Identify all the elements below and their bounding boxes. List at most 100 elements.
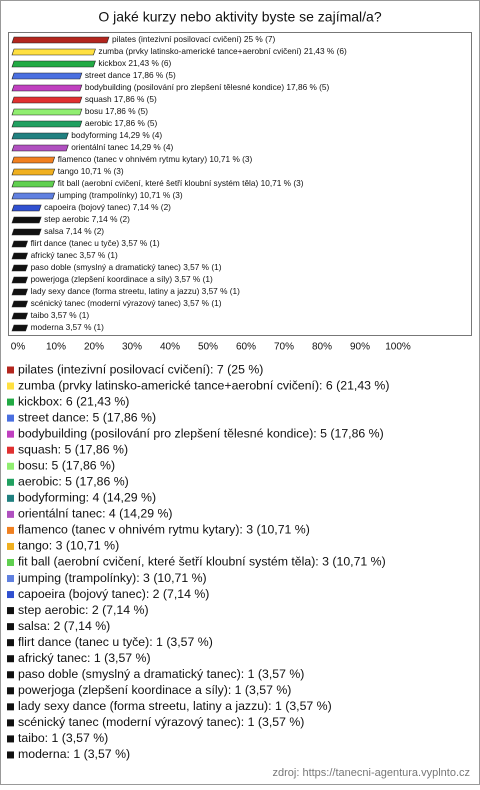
bar bbox=[11, 180, 56, 188]
legend-label: pilates (intezivní posilovací cvičení): … bbox=[18, 362, 263, 376]
data-label: flamenco (tanec v ohnivém rytmu kytary) … bbox=[58, 154, 253, 164]
legend-label: powerjoga (zlepšení koordinace a síly): … bbox=[18, 683, 291, 697]
legend-swatch bbox=[7, 478, 14, 486]
legend-swatch bbox=[7, 462, 14, 470]
legend-swatch bbox=[7, 430, 14, 438]
legend-label: kickbox: 6 (21,43 %) bbox=[18, 394, 129, 408]
legend-swatch bbox=[7, 510, 14, 518]
chart-title: O jaké kurzy nebo aktivity byste se zají… bbox=[98, 9, 381, 25]
x-tick-label: 0% bbox=[11, 342, 26, 353]
data-label: orientální tanec 14,29 % (4) bbox=[71, 142, 173, 152]
legend-label: moderna: 1 (3,57 %) bbox=[18, 747, 130, 761]
legend-label: flirt dance (tanec u tyče): 1 (3,57 %) bbox=[18, 635, 213, 649]
legend-label: lady sexy dance (forma streetu, latiny a… bbox=[18, 699, 332, 713]
data-label: lady sexy dance (forma streetu, latiny a… bbox=[31, 286, 241, 296]
legend-label: bosu: 5 (17,86 %) bbox=[18, 458, 115, 472]
data-label: aerobic 17,86 % (5) bbox=[85, 118, 158, 128]
legend-label: step aerobic: 2 (7,14 %) bbox=[18, 603, 149, 617]
legend-swatch bbox=[7, 639, 14, 647]
legend-label: capoeira (bojový tanec): 2 (7,14 %) bbox=[18, 587, 209, 601]
data-label: moderna 3,57 % (1) bbox=[31, 322, 105, 332]
bar bbox=[11, 204, 42, 212]
x-tick-label: 90% bbox=[350, 342, 370, 353]
x-tick-label: 60% bbox=[236, 342, 256, 353]
data-label: tango 10,71 % (3) bbox=[58, 166, 124, 176]
legend-label: bodyforming: 4 (14,29 %) bbox=[18, 491, 156, 505]
legend-label: tango: 3 (10,71 %) bbox=[18, 539, 119, 553]
x-tick-label: 70% bbox=[274, 342, 294, 353]
bar bbox=[11, 228, 42, 236]
legend-label: street dance: 5 (17,86 %) bbox=[18, 410, 156, 424]
data-label: paso doble (smyslný a dramatický tanec) … bbox=[31, 262, 222, 272]
bar bbox=[11, 240, 28, 248]
data-label: scénický tanec (moderní výrazový tanec) … bbox=[31, 298, 222, 308]
legend-swatch bbox=[7, 591, 14, 599]
bar bbox=[11, 168, 56, 176]
data-label: powerjoga (zlepšení koordinace a síly) 3… bbox=[31, 274, 213, 284]
data-label: kickbox 21,43 % (6) bbox=[98, 58, 171, 68]
data-label: bodyforming 14,29 % (4) bbox=[71, 130, 162, 140]
data-label: taibo 3,57 % (1) bbox=[31, 310, 90, 320]
data-label: zumba (prvky latinsko-americké tance+aer… bbox=[98, 46, 347, 56]
bar bbox=[11, 84, 83, 92]
bar bbox=[11, 132, 69, 140]
bar bbox=[11, 288, 28, 296]
data-label: capoeira (bojový tanec) 7,14 % (2) bbox=[44, 202, 171, 212]
data-label: bodybuilding (posilování pro zlepšení tě… bbox=[85, 82, 330, 92]
legend-swatch bbox=[7, 719, 14, 727]
legend-label: scénický tanec (moderní výrazový tanec):… bbox=[18, 715, 304, 729]
data-label: flirt dance (tanec u tyče) 3,57 % (1) bbox=[31, 238, 160, 248]
x-tick-label: 20% bbox=[84, 342, 104, 353]
legend-swatch bbox=[7, 751, 14, 759]
data-label: fit ball (aerobní cvičení, které šetří k… bbox=[58, 178, 304, 188]
legend-swatch bbox=[7, 687, 14, 695]
legend-swatch bbox=[7, 735, 14, 743]
bar bbox=[11, 60, 96, 68]
legend-label: paso doble (smyslný a dramatický tanec):… bbox=[18, 667, 304, 681]
legend-label: fit ball (aerobní cvičení, které šetří k… bbox=[18, 555, 386, 569]
bar bbox=[11, 36, 110, 44]
bar bbox=[11, 108, 83, 116]
bar bbox=[11, 312, 28, 320]
bar bbox=[11, 216, 42, 224]
legend-swatch bbox=[7, 446, 14, 454]
bar bbox=[11, 192, 56, 200]
legend-swatch bbox=[7, 655, 14, 663]
bar bbox=[11, 144, 69, 152]
plot-frame bbox=[8, 32, 472, 336]
legend-swatch bbox=[7, 623, 14, 631]
legend-swatch bbox=[7, 494, 14, 502]
legend-label: zumba (prvky latinsko-americké tance+aer… bbox=[18, 378, 389, 392]
legend-swatch bbox=[7, 382, 14, 390]
data-label: squash 17,86 % (5) bbox=[85, 94, 157, 104]
bar bbox=[11, 156, 56, 164]
legend-label: salsa: 2 (7,14 %) bbox=[18, 619, 110, 633]
x-tick-label: 30% bbox=[122, 342, 142, 353]
x-tick-label: 100% bbox=[385, 342, 411, 353]
legend-label: bodybuilding (posilování pro zlepšení tě… bbox=[18, 426, 384, 440]
legend-swatch bbox=[7, 703, 14, 711]
legend-label: orientální tanec: 4 (14,29 %) bbox=[18, 507, 173, 521]
bar bbox=[11, 96, 83, 104]
data-label: step aerobic 7,14 % (2) bbox=[44, 214, 130, 224]
x-tick-label: 40% bbox=[160, 342, 180, 353]
legend-label: flamenco (tanec v ohnivém rytmu kytary):… bbox=[18, 523, 310, 537]
data-label: salsa 7,14 % (2) bbox=[44, 226, 104, 236]
data-label: jumping (trampolínky) 10,71 % (3) bbox=[57, 190, 183, 200]
bar bbox=[11, 324, 28, 332]
bar bbox=[11, 120, 83, 128]
bar bbox=[11, 252, 28, 260]
bar bbox=[11, 72, 83, 80]
data-label: africký tanec 3,57 % (1) bbox=[31, 250, 118, 260]
data-label: bosu 17,86 % (5) bbox=[85, 106, 148, 116]
bar bbox=[11, 300, 28, 308]
bar bbox=[11, 276, 28, 284]
source: zdroj: https://tanecni-agentura.vyplnto.… bbox=[273, 767, 471, 779]
legend-swatch bbox=[7, 671, 14, 679]
legend-swatch bbox=[7, 398, 14, 406]
legend-swatch bbox=[7, 558, 14, 566]
legend-swatch bbox=[7, 366, 14, 374]
legend-label: africký tanec: 1 (3,57 %) bbox=[18, 651, 151, 665]
legend-swatch bbox=[7, 607, 14, 615]
